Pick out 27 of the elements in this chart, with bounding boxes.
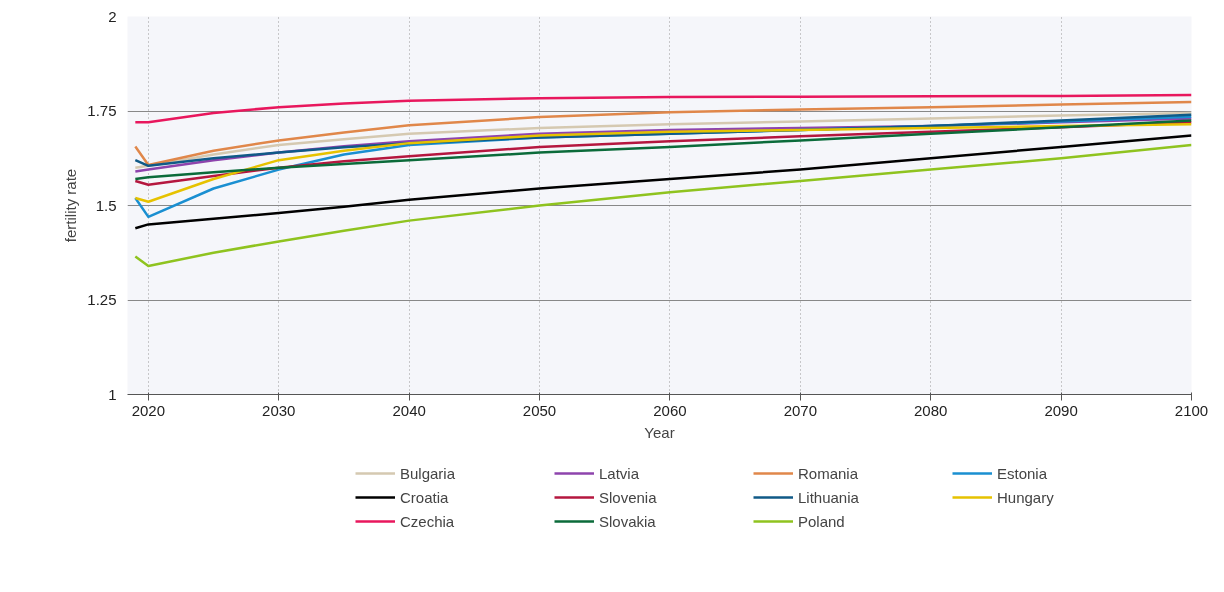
x-tick-label: 2030 xyxy=(262,401,296,419)
x-tick-label: 2050 xyxy=(522,401,557,419)
y-tick-label: 1.5 xyxy=(95,196,117,214)
y-tick-label: 1.25 xyxy=(87,291,117,308)
legend-label: Czechia xyxy=(400,512,456,530)
legend-label: Latvia xyxy=(599,464,641,482)
x-tick-label: 2090 xyxy=(1044,401,1078,419)
x-tick-label: 2060 xyxy=(653,401,687,419)
x-tick-label: 2020 xyxy=(131,401,166,419)
y-axis-title: fertility rate xyxy=(62,168,80,243)
legend-label: Romania xyxy=(798,464,860,482)
y-tick-label: 1.75 xyxy=(87,102,117,119)
legend-label: Lithuania xyxy=(798,488,860,506)
legend-label: Estonia xyxy=(997,464,1049,482)
legend-label: Poland xyxy=(798,512,846,530)
legend-label: Hungary xyxy=(997,488,1055,506)
legend-label: Bulgaria xyxy=(400,464,457,482)
x-tick-label: 2100 xyxy=(1174,401,1209,419)
y-tick-label: 2 xyxy=(108,7,117,25)
x-tick-label: 2070 xyxy=(783,401,818,419)
x-tick-label: 2040 xyxy=(392,401,426,419)
x-axis-title: Year xyxy=(644,423,675,441)
y-tick-label: 1 xyxy=(108,385,117,403)
legend-label: Slovenia xyxy=(599,488,658,506)
legend-label: Croatia xyxy=(400,488,450,506)
x-tick-label: 2080 xyxy=(914,401,948,419)
legend-label: Slovakia xyxy=(599,512,657,530)
